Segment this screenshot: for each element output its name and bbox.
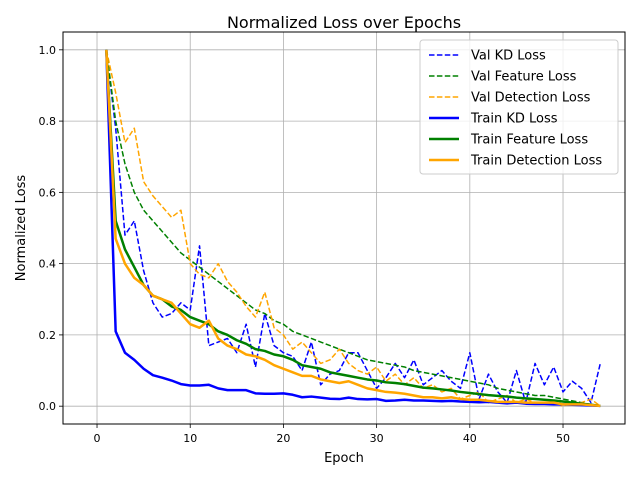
y-tick-label: 0.0 <box>39 400 57 413</box>
series-line-train-detection-loss <box>105 49 601 408</box>
legend-label-train-detection-loss: Train Detection Loss <box>470 154 602 169</box>
series-line-train-feature-loss <box>105 49 601 408</box>
legend-label-train-kd-loss: Train KD Loss <box>470 112 558 127</box>
x-tick-label: 30 <box>370 432 384 445</box>
series-layer <box>105 49 602 408</box>
legend: Val KD Loss Val Feature Loss Val Detection… <box>419 39 619 175</box>
legend-label-val-kd-loss: Val KD Loss <box>471 49 546 64</box>
series-line-val-kd-loss <box>105 49 602 404</box>
x-tick-label: 40 <box>463 432 477 445</box>
legend-label-val-feature-loss: Val Feature Loss <box>471 70 577 85</box>
y-axis-ticks: 0.0 0.2 0.4 0.6 0.8 1.0 <box>39 44 63 413</box>
y-tick-label: 0.4 <box>39 258 57 271</box>
series-line-val-detection-loss <box>105 49 601 407</box>
legend-box <box>419 39 619 175</box>
x-tick-label: 50 <box>556 432 570 445</box>
y-tick-label: 0.6 <box>39 186 57 199</box>
plot-frame <box>62 31 626 425</box>
chart-title: Normalized Loss over Epochs <box>227 13 461 32</box>
y-axis-label: Normalized Loss <box>14 175 29 282</box>
legend-label-val-detection-loss: Val Detection Loss <box>471 91 591 106</box>
legend-label-train-feature-loss: Train Feature Loss <box>470 133 588 148</box>
y-tick-label: 1.0 <box>39 44 57 57</box>
x-tick-label: 10 <box>183 432 197 445</box>
x-tick-label: 20 <box>276 432 290 445</box>
y-tick-label: 0.8 <box>39 115 57 128</box>
x-tick-label: 0 <box>94 432 101 445</box>
y-tick-label: 0.2 <box>39 329 57 342</box>
x-axis-label: Epoch <box>324 451 364 466</box>
x-axis-ticks: 0 10 20 30 40 50 <box>94 424 570 445</box>
